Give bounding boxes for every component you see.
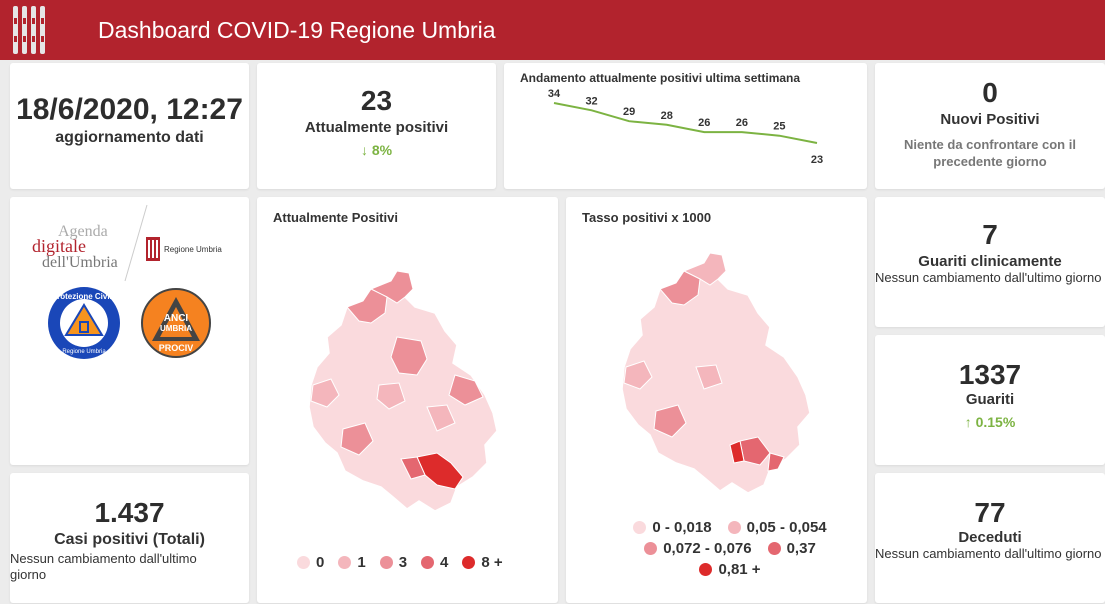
svg-text:PROCIV: PROCIV bbox=[159, 343, 194, 353]
legend-item: 0 - 0,018 bbox=[633, 519, 712, 536]
recovered-label: Guariti bbox=[965, 391, 1015, 408]
update-card: 18/6/2020, 12:27 aggiornamento dati bbox=[10, 63, 249, 189]
legend-item: 0,81 + bbox=[699, 561, 761, 578]
recovered-delta: ↑ 0.15% bbox=[964, 414, 1016, 430]
data-label: 26 bbox=[698, 117, 710, 129]
legend-item: 0,072 - 0,076 bbox=[644, 540, 752, 557]
legend-label: 4 bbox=[440, 554, 449, 571]
legend-item: 0 bbox=[297, 554, 324, 571]
partners-logos-card: Agenda digitale dell'Umbria Regione Umbr… bbox=[10, 197, 249, 465]
arrow-down-icon: ↓ bbox=[360, 142, 368, 158]
legend-swatch bbox=[767, 542, 781, 555]
legend-swatch bbox=[338, 556, 352, 569]
legend-swatch bbox=[297, 556, 310, 569]
data-label: 29 bbox=[623, 106, 635, 118]
regione-umbria-logo: Regione Umbria bbox=[146, 237, 222, 261]
svg-text:UMBRIA: UMBRIA bbox=[160, 324, 192, 333]
current-positive-value: 23 bbox=[360, 85, 393, 116]
legend-swatch bbox=[727, 521, 741, 534]
region-logo-icon bbox=[0, 0, 60, 60]
agenda-digitale-logo: Agenda digitale dell'Umbria bbox=[32, 223, 118, 271]
map-title: Attualmente Positivi bbox=[273, 210, 398, 225]
clinically-recovered-note: Nessun cambiamento dall'ultimo giorno bbox=[875, 270, 1102, 285]
legend-swatch bbox=[421, 556, 435, 569]
deaths-note: Nessun cambiamento dall'ultimo giorno bbox=[875, 546, 1102, 561]
legend-label: 3 bbox=[398, 554, 408, 571]
legend-label: 0 bbox=[316, 554, 325, 571]
current-positive-delta: ↓ 8% bbox=[360, 142, 393, 158]
map-rate-card: Tasso positivi x 1000 0 - 0,018 0,05 - 0,… bbox=[566, 197, 867, 603]
page-title: Dashboard COVID-19 Regione Umbria bbox=[98, 16, 496, 43]
total-cases-note: Nessun cambiamento dall'ultimo giorno bbox=[10, 551, 197, 582]
arrow-up-icon: ↑ bbox=[964, 414, 972, 430]
deaths-value: 77 bbox=[974, 497, 1006, 528]
top-bar: Dashboard COVID-19 Regione Umbria bbox=[0, 0, 1105, 60]
update-label: aggiornamento dati bbox=[55, 129, 204, 146]
legend-item: 4 bbox=[421, 554, 448, 571]
svg-text:Regione Umbria: Regione Umbria bbox=[62, 349, 106, 355]
legend-label: 0,81 + bbox=[718, 561, 761, 578]
chart-title: Andamento attualmente positivi ultima se… bbox=[520, 71, 801, 85]
legend-item: 8 + bbox=[462, 554, 503, 571]
protezione-logo-text: Protezione Civile bbox=[52, 292, 117, 301]
data-label: 32 bbox=[585, 95, 597, 107]
deaths-card: 77 Deceduti Nessun cambiamento dall'ulti… bbox=[875, 473, 1105, 603]
legend-item: 0,37 bbox=[767, 540, 816, 557]
legend-swatch bbox=[644, 542, 658, 555]
legend-label: 0 - 0,018 bbox=[652, 519, 712, 536]
data-label: 23 bbox=[811, 154, 823, 166]
total-cases-value: 1.437 bbox=[94, 497, 165, 528]
map-legend: 0 1 3 4 8 + bbox=[297, 554, 503, 571]
clinically-recovered-label: Guariti clinicamente bbox=[918, 253, 1062, 270]
map-title: Tasso positivi x 1000 bbox=[582, 210, 712, 225]
current-positive-label: Attualmente positivi bbox=[304, 119, 449, 136]
data-label: 34 bbox=[548, 88, 561, 100]
legend-item: 0,05 - 0,054 bbox=[727, 519, 827, 536]
data-label: 25 bbox=[773, 121, 785, 133]
legend-swatch bbox=[699, 563, 713, 576]
trend-line bbox=[553, 102, 818, 144]
map-legend: 0 - 0,018 0,05 - 0,054 0,072 - 0,076 0,37 0,… bbox=[610, 519, 850, 578]
deaths-label: Deceduti bbox=[958, 529, 1022, 546]
legend-label: 8 + bbox=[481, 554, 503, 571]
svg-text:ANCI: ANCI bbox=[164, 313, 189, 324]
total-cases-label: Casi positivi (Totali) bbox=[54, 531, 205, 548]
new-positive-label: Nuovi Positivi bbox=[940, 111, 1040, 128]
legend-swatch bbox=[462, 556, 476, 569]
anci-prociv-logo: ANCI UMBRIA PROCIV bbox=[141, 288, 211, 358]
clinically-recovered-card: 7 Guariti clinicamente Nessun cambiament… bbox=[875, 197, 1105, 327]
weekly-trend-card: Andamento attualmente positivi ultima se… bbox=[504, 63, 867, 189]
legend-label: 0,072 - 0,076 bbox=[663, 540, 752, 557]
recovered-value: 1337 bbox=[958, 359, 1022, 390]
legend-swatch bbox=[633, 521, 647, 534]
new-positive-note: Niente da confrontare con il precedente … bbox=[904, 137, 1076, 169]
umbria-map bbox=[308, 270, 498, 512]
new-positive-value: 0 bbox=[982, 77, 998, 108]
trend-line-chart: 34 32 29 28 26 26 25 23 bbox=[548, 88, 823, 166]
divider-line bbox=[124, 204, 148, 282]
legend-label: 0,05 - 0,054 bbox=[746, 519, 827, 536]
umbria-map bbox=[621, 252, 811, 494]
legend-item: 1 bbox=[338, 554, 366, 571]
legend-item: 3 bbox=[379, 554, 408, 571]
update-datetime: 18/6/2020, 12:27 bbox=[16, 93, 243, 126]
current-positive-card: 23 Attualmente positivi ↓ 8% bbox=[257, 63, 496, 189]
data-label: 28 bbox=[661, 110, 673, 122]
clinically-recovered-value: 7 bbox=[982, 219, 998, 250]
regione-crest-icon bbox=[146, 237, 160, 261]
legend-swatch bbox=[379, 556, 393, 569]
new-positive-card: 0 Nuovi Positivi Niente da confrontare c… bbox=[875, 63, 1105, 189]
legend-label: 0,37 bbox=[786, 540, 816, 557]
protezione-civile-logo: Protezione Civile Regione Umbria bbox=[48, 287, 120, 359]
recovered-card: 1337 Guariti ↑ 0.15% bbox=[875, 335, 1105, 465]
legend-label: 1 bbox=[357, 554, 366, 571]
total-cases-card: 1.437 Casi positivi (Totali) Nessun camb… bbox=[10, 473, 249, 603]
map-current-positive-card: Attualmente Positivi 0 1 3 4 8 + bbox=[257, 197, 558, 603]
data-label: 26 bbox=[736, 117, 748, 129]
